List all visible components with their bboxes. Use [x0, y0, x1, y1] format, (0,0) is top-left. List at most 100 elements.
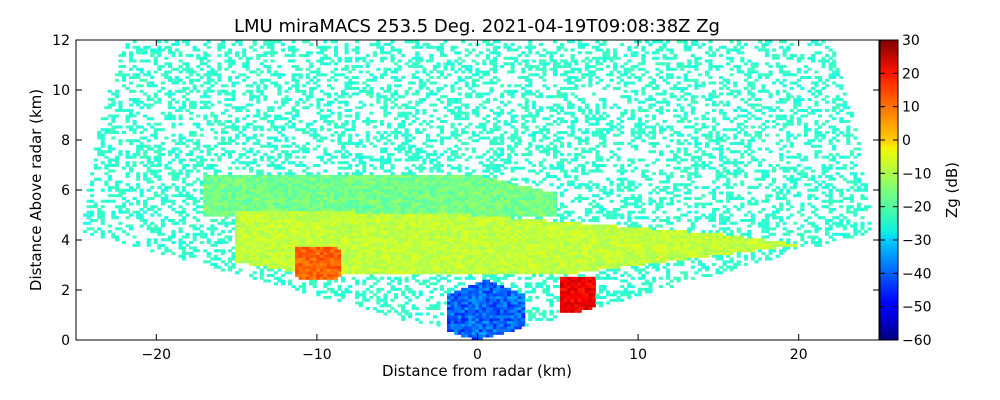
- radar-pixel: [408, 315, 413, 319]
- radar-pixel: [697, 232, 702, 236]
- radar-pixel: [411, 230, 416, 234]
- radar-pixel: [521, 307, 526, 310]
- radar-pixel: [577, 304, 582, 308]
- radar-pixel: [344, 265, 349, 269]
- radar-pixel: [531, 199, 536, 203]
- radar-pixel: [503, 318, 508, 321]
- radar-pixel: [591, 224, 596, 228]
- radar-pixel: [574, 304, 579, 308]
- radar-pixel: [432, 260, 437, 264]
- radar-pixel: [524, 290, 529, 294]
- radar-pixel: [510, 263, 515, 266]
- radar-pixel: [362, 205, 367, 209]
- radar-pixel: [256, 235, 261, 239]
- radar-pixel: [549, 271, 554, 275]
- radar-pixel: [273, 271, 278, 275]
- radar-pixel: [588, 263, 593, 266]
- radar-pixel: [545, 213, 550, 217]
- radar-pixel: [584, 282, 589, 286]
- radar-pixel: [454, 271, 459, 275]
- radar-pixel: [383, 238, 388, 242]
- radar-pixel: [581, 219, 586, 222]
- radar-pixel: [323, 227, 328, 231]
- radar-pixel: [503, 219, 508, 222]
- radar-pixel: [404, 296, 409, 299]
- radar-pixel: [475, 219, 480, 222]
- chart-title: LMU miraMACS 253.5 Deg. 2021-04-19T09:08…: [234, 16, 720, 37]
- radar-pixel: [344, 230, 349, 234]
- radar-pixel: [238, 202, 243, 206]
- radar-pixel: [687, 257, 692, 261]
- radar-pixel: [157, 213, 162, 217]
- radar-pixel: [584, 290, 589, 294]
- radar-pixel: [464, 224, 469, 228]
- radar-pixel: [330, 290, 335, 294]
- radar-pixel: [655, 268, 660, 272]
- radar-pixel: [464, 238, 469, 242]
- radar-pixel: [245, 230, 250, 234]
- radar-pixel: [319, 216, 324, 220]
- radar-pixel: [521, 219, 526, 222]
- radar-pixel: [351, 271, 356, 275]
- radar-pixel: [295, 268, 300, 272]
- radar-pixel: [408, 235, 413, 239]
- radar-pixel: [620, 274, 625, 277]
- radar-pixel: [507, 287, 512, 291]
- radar-pixel: [171, 208, 176, 212]
- radar-pixel: [457, 296, 462, 299]
- radar-pixel: [263, 232, 268, 236]
- radar-pixel: [521, 199, 526, 203]
- radar-pixel: [528, 296, 533, 299]
- radar-pixel: [779, 202, 784, 206]
- radar-pixel: [333, 290, 338, 294]
- radar-pixel: [694, 219, 699, 222]
- radar-pixel: [376, 232, 381, 236]
- radar-pixel: [288, 235, 293, 239]
- radar-pixel: [97, 216, 102, 220]
- radar-pixel: [242, 260, 247, 264]
- radar-pixel: [217, 208, 222, 212]
- radar-pixel: [270, 230, 275, 234]
- radar-pixel: [457, 293, 462, 297]
- radar-pixel: [330, 263, 335, 266]
- radar-pixel: [355, 243, 360, 247]
- radar-pixel: [411, 276, 416, 280]
- radar-pixel: [379, 227, 384, 231]
- radar-pixel: [683, 276, 688, 280]
- radar-pixel: [220, 268, 225, 272]
- radar-pixel: [408, 238, 413, 242]
- radar-pixel: [372, 232, 377, 236]
- radar-pixel: [768, 252, 773, 255]
- radar-pixel: [708, 243, 713, 247]
- radar-pixel: [814, 213, 819, 217]
- radar-pixel: [379, 246, 384, 250]
- radar-pixel: [256, 227, 261, 231]
- radar-pixel: [351, 221, 356, 225]
- radar-pixel: [454, 227, 459, 231]
- radar-pixel: [432, 282, 437, 286]
- radar-pixel: [719, 216, 724, 220]
- radar-pixel: [457, 238, 462, 242]
- radar-pixel: [581, 235, 586, 239]
- radar-pixel: [383, 249, 388, 253]
- radar-pixel: [531, 202, 536, 206]
- radar-pixel: [397, 197, 402, 200]
- radar-pixel: [355, 230, 360, 234]
- radar-pixel: [100, 219, 105, 222]
- radar-pixel: [252, 208, 257, 212]
- radar-pixel: [333, 205, 338, 209]
- radar-pixel: [284, 246, 289, 250]
- radar-pixel: [411, 304, 416, 308]
- radar-pixel: [517, 238, 522, 242]
- radar-pixel: [514, 199, 519, 203]
- radar-pixel: [436, 249, 441, 253]
- radar-pixel: [203, 208, 208, 212]
- radar-pixel: [358, 263, 363, 266]
- radar-pixel: [429, 243, 434, 247]
- radar-pixel: [316, 276, 321, 280]
- radar-pixel: [337, 213, 342, 217]
- radar-pixel: [401, 216, 406, 220]
- radar-pixel: [238, 213, 243, 217]
- radar-pixel: [637, 216, 642, 220]
- radar-pixel: [704, 268, 709, 272]
